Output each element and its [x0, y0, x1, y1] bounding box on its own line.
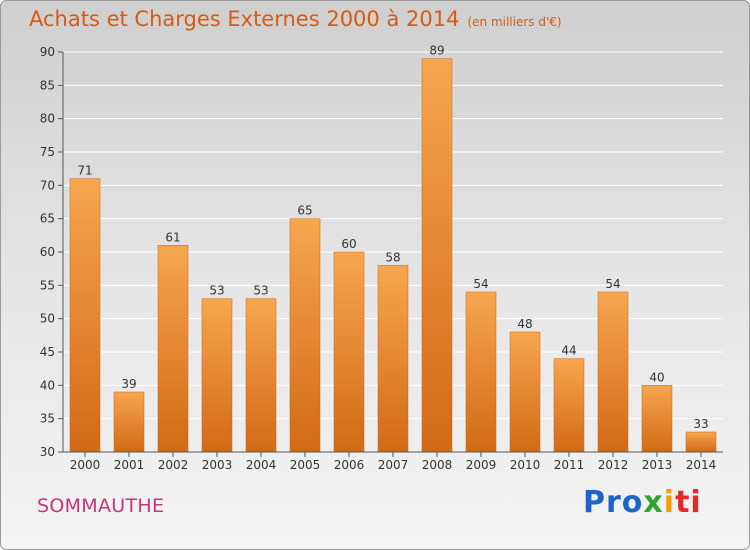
bar	[597, 291, 629, 453]
x-tick-label: 2007	[378, 458, 409, 472]
bar-value-label: 44	[561, 344, 576, 358]
y-tick-label: 60	[40, 245, 55, 259]
logo-part-4: ti	[675, 485, 702, 520]
y-tick-label: 40	[40, 378, 55, 392]
axes: 30 35 40 45 50 55 60 65 70 75 80 85 90 2000 2001 2002 20…	[40, 45, 723, 472]
x-tick-label: 2013	[642, 458, 673, 472]
bar	[113, 391, 145, 453]
chart-title: Achats et Charges Externes 2000 à 2014 (e…	[29, 7, 562, 31]
bar	[69, 178, 101, 453]
x-tick-label: 2006	[334, 458, 365, 472]
x-tick-label: 2011	[554, 458, 585, 472]
y-tick-label: 90	[40, 45, 55, 59]
bar	[201, 298, 233, 453]
x-tick-label: 2008	[422, 458, 453, 472]
logo-part-2: x	[643, 485, 664, 520]
bar-value-label: 54	[473, 277, 488, 291]
y-tick-label: 85	[40, 78, 55, 92]
bars: 71 39 61 53 53 65 60 58 89 54 48 44 54 40 33	[69, 44, 717, 453]
chart-title-text: Achats et Charges Externes 2000 à 2014	[29, 7, 460, 31]
x-tick-label: 2005	[290, 458, 321, 472]
bar-value-label: 40	[649, 370, 664, 384]
bar	[157, 245, 189, 453]
bar-value-label: 53	[253, 284, 268, 298]
chart-subtitle: (en milliers d'€)	[467, 15, 562, 29]
x-tick-label: 2003	[202, 458, 233, 472]
bar-value-label: 53	[209, 284, 224, 298]
commune-name: SOMMAUTHE	[37, 495, 165, 517]
bar-value-label: 71	[77, 164, 92, 178]
y-tick-label: 35	[40, 412, 55, 426]
y-tick-label: 50	[40, 312, 55, 326]
x-tick-label: 2010	[510, 458, 541, 472]
bar-value-label: 33	[693, 417, 708, 431]
y-tick-label: 80	[40, 112, 55, 126]
bar	[509, 331, 541, 453]
x-tick-label: 2004	[246, 458, 277, 472]
bar-value-label: 65	[297, 204, 312, 218]
bar	[553, 358, 585, 453]
bar	[421, 58, 453, 453]
x-tick-label: 2012	[598, 458, 629, 472]
bar-value-label: 61	[165, 230, 180, 244]
bar	[377, 265, 409, 453]
bar	[289, 218, 321, 453]
bar-value-label: 60	[341, 237, 356, 251]
y-tick-label: 45	[40, 345, 55, 359]
logo-part-3: i	[663, 485, 676, 520]
x-tick-label: 2000	[70, 458, 101, 472]
x-tick-label: 2002	[158, 458, 189, 472]
y-tick-label: 30	[40, 445, 55, 459]
y-tick-label: 55	[40, 278, 55, 292]
y-tick-label: 75	[40, 145, 55, 159]
bar	[685, 431, 717, 453]
logo-part-1: Pro	[583, 485, 644, 520]
y-tick-label: 65	[40, 212, 55, 226]
x-tick-label: 2014	[686, 458, 717, 472]
bar-value-label: 54	[605, 277, 620, 291]
proxiti-logo: Proxiti	[583, 485, 702, 520]
y-tick-label: 70	[40, 178, 55, 192]
bar-value-label: 48	[517, 317, 532, 331]
bar-value-label: 39	[121, 377, 136, 391]
bar	[333, 251, 365, 453]
bar-value-label: 89	[429, 44, 444, 58]
x-tick-label: 2009	[466, 458, 497, 472]
bar	[641, 385, 673, 453]
x-tick-label: 2001	[114, 458, 145, 472]
bar-value-label: 58	[385, 250, 400, 264]
bar	[245, 298, 277, 453]
bar	[465, 291, 497, 453]
